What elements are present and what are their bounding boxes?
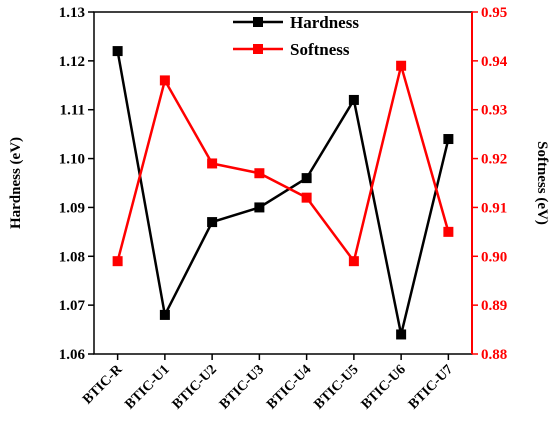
left-tick-label: 1.06	[59, 347, 86, 363]
right-tick-label: 0.95	[481, 5, 507, 21]
legend: Hardness Softness	[233, 13, 359, 59]
x-tick-label: BTIC-U3	[217, 362, 267, 412]
series-layer	[112, 46, 454, 340]
x-tick-label: BTIC-U7	[406, 362, 456, 412]
series-line-hardness	[116, 50, 450, 335]
right-tick-label: 0.93	[481, 103, 507, 119]
x-tick-label: BTIC-U1	[122, 362, 172, 412]
right-tick-label: 0.88	[481, 347, 507, 363]
left-tick-label: 1.09	[59, 200, 85, 216]
data-point-hardness	[112, 46, 123, 57]
right-tick-label: 0.91	[481, 200, 507, 216]
data-point-softness	[396, 60, 407, 71]
right-tick-label: 0.90	[481, 249, 507, 265]
data-point-hardness	[159, 309, 170, 320]
data-point-hardness	[254, 202, 265, 213]
data-point-softness	[159, 75, 170, 86]
x-tick-label: BTIC-U6	[359, 362, 409, 412]
data-point-hardness	[301, 173, 312, 184]
left-tick-label: 1.08	[59, 249, 85, 265]
data-point-softness	[112, 256, 123, 267]
legend-marker	[253, 44, 263, 54]
right-tick-label: 0.94	[481, 54, 508, 70]
left-y-axis: 1.06 1.07 1.08 1.09 1.10 1.11 1.12 1.13	[59, 5, 94, 363]
data-point-hardness	[396, 329, 407, 340]
y-axis-label-right: Softness (eV)	[534, 141, 550, 225]
left-tick-label: 1.11	[60, 103, 85, 119]
data-point-hardness	[348, 94, 359, 105]
plot-frame	[93, 11, 473, 355]
x-tick-label: BTIC-R	[80, 362, 126, 408]
left-tick-label: 1.07	[59, 298, 86, 314]
series-line-softness	[116, 60, 450, 265]
data-point-hardness	[207, 217, 218, 228]
y-axis-label-left: Hardness (eV)	[8, 137, 24, 229]
data-point-hardness	[443, 134, 454, 145]
data-point-softness	[443, 226, 454, 237]
x-tick-label: BTIC-U4	[264, 362, 314, 412]
data-point-softness	[254, 168, 265, 179]
data-point-softness	[348, 256, 359, 267]
right-y-axis: 0.88 0.89 0.90 0.91 0.92 0.93 0.94 0.95	[471, 5, 508, 363]
legend-label: Hardness	[290, 13, 359, 32]
legend-label: Softness	[290, 40, 350, 59]
right-tick-label: 0.89	[481, 298, 507, 314]
x-tick-label: BTIC-U2	[170, 362, 220, 412]
data-point-softness	[207, 158, 218, 169]
legend-marker	[253, 17, 263, 27]
left-tick-label: 1.10	[59, 152, 85, 168]
right-tick-label: 0.92	[481, 152, 507, 168]
left-tick-label: 1.12	[59, 54, 85, 70]
x-axis: BTIC-RBTIC-U1BTIC-U2BTIC-U3BTIC-U4BTIC-U…	[80, 354, 456, 412]
data-point-softness	[301, 192, 312, 203]
x-tick-label: BTIC-U5	[311, 362, 361, 412]
left-tick-label: 1.13	[59, 5, 85, 21]
